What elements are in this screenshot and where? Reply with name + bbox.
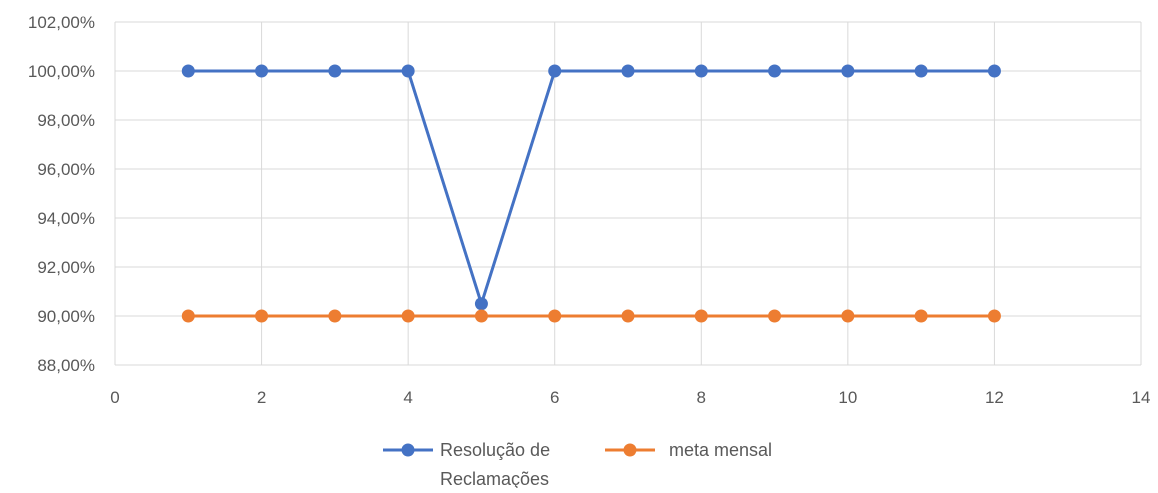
x-tick-label: 14	[1132, 388, 1151, 407]
data-point	[694, 309, 708, 323]
x-tick-label: 8	[697, 388, 706, 407]
data-point	[987, 309, 1001, 323]
legend-label: meta mensal	[669, 440, 772, 460]
data-point	[914, 64, 928, 78]
series-0	[181, 64, 1001, 311]
data-point	[255, 64, 269, 78]
x-tick-label: 2	[257, 388, 266, 407]
legend-label: Resolução de	[440, 440, 550, 460]
y-tick-label: 90,00%	[37, 307, 95, 326]
x-tick-label: 10	[838, 388, 857, 407]
x-tick-label: 12	[985, 388, 1004, 407]
y-tick-label: 88,00%	[37, 356, 95, 375]
y-tick-label: 100,00%	[28, 62, 95, 81]
data-point	[768, 309, 782, 323]
y-tick-label: 102,00%	[28, 13, 95, 32]
data-point	[768, 64, 782, 78]
data-point	[841, 64, 855, 78]
legend-item-1: meta mensal	[605, 440, 772, 460]
grid-lines	[114, 21, 1142, 366]
data-point	[621, 309, 635, 323]
x-tick-label: 0	[110, 388, 119, 407]
x-tick-label: 4	[403, 388, 412, 407]
data-point	[401, 64, 415, 78]
series-line	[188, 69, 995, 306]
series-layer	[181, 64, 1001, 323]
data-point	[621, 64, 635, 78]
series-1	[181, 309, 1001, 323]
data-point	[328, 309, 342, 323]
data-point	[548, 64, 562, 78]
y-tick-label: 94,00%	[37, 209, 95, 228]
data-point	[548, 309, 562, 323]
data-point	[987, 64, 1001, 78]
axes: 88,00% 90,00% 92,00% 94,00% 96,00% 98,00% 100,…	[28, 13, 1151, 407]
data-point	[181, 309, 195, 323]
legend-item-0: Resolução de Reclamações	[383, 440, 550, 489]
x-tick-label: 6	[550, 388, 559, 407]
y-tick-label: 96,00%	[37, 160, 95, 179]
data-point	[841, 309, 855, 323]
y-tick-label: 92,00%	[37, 258, 95, 277]
y-tick-label: 98,00%	[37, 111, 95, 130]
legend-label: Reclamações	[440, 469, 549, 488]
data-point	[474, 297, 488, 311]
legend-swatch-marker	[623, 443, 637, 457]
data-point	[328, 64, 342, 78]
data-point	[474, 309, 488, 323]
data-point	[401, 309, 415, 323]
data-point	[181, 64, 195, 78]
data-point	[255, 309, 269, 323]
legend-swatch-marker	[401, 443, 415, 457]
data-point	[694, 64, 708, 78]
legend: Resolução de Reclamações meta mensal	[383, 440, 772, 489]
data-point	[914, 309, 928, 323]
